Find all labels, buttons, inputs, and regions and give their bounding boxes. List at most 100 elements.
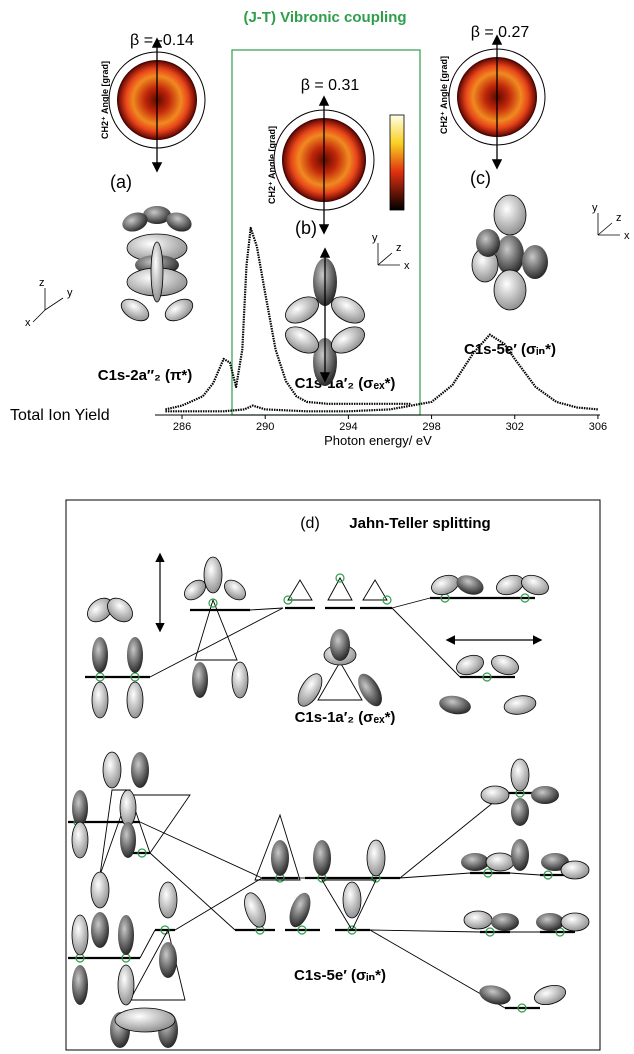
orbital-lobe (493, 269, 527, 311)
orbital-lobe (431, 574, 459, 596)
frame-axis (44, 297, 64, 311)
connector (391, 597, 431, 609)
triangle (327, 577, 353, 601)
frame-label: z (39, 277, 45, 289)
x-tick-label: 290 (256, 421, 274, 433)
orbital-lobe (511, 798, 529, 826)
spectrum-line (165, 226, 411, 411)
orbital-lobe (127, 637, 143, 673)
orbital-lobe (71, 821, 89, 859)
orbital-lobe (531, 786, 559, 804)
node-marker (543, 870, 553, 880)
node-marker (283, 595, 293, 605)
beta: β = 0.31 (301, 77, 360, 94)
transition-label: C1s-2a″₂ (π*) (98, 367, 193, 384)
orbital-lobe (521, 574, 549, 596)
colorbar (389, 114, 405, 211)
y-axis-label: Total Ion Yield (10, 407, 110, 424)
triangle (129, 794, 191, 854)
orbital-lobe (91, 912, 109, 948)
axis-label: CH2⁺ Angle [grad] (267, 126, 277, 204)
node-marker (520, 593, 530, 603)
orbital-lobe (480, 785, 510, 805)
orbital-lobe (192, 662, 208, 698)
orbital-lobe (439, 695, 471, 715)
orbital-lobe (285, 326, 319, 354)
connector (369, 929, 481, 933)
orbital-lobe (511, 839, 529, 871)
spectrum-line (165, 333, 599, 413)
frame-axis (32, 309, 46, 323)
connector (139, 821, 263, 879)
orbital-lobe (224, 579, 246, 601)
node-marker (382, 595, 392, 605)
orbital-lobe (331, 296, 365, 324)
connector (174, 877, 263, 931)
beta: β = -0.14 (130, 32, 194, 49)
orbital-lobe (71, 914, 89, 956)
node-marker (137, 848, 147, 858)
orbital-lobe (150, 241, 164, 303)
orbital-lobe (122, 212, 148, 232)
node-marker (485, 927, 495, 937)
frame-label: y (592, 202, 598, 214)
orbital-lobe (358, 673, 382, 707)
orbital-lobe (496, 235, 524, 275)
orbital-lobe (496, 574, 524, 596)
triangle (317, 661, 363, 701)
orbital-lobe (485, 852, 515, 872)
frame-label: y (67, 287, 73, 299)
orbital-lobe (491, 913, 519, 931)
frame-label: x (25, 317, 31, 329)
frame-label: z (616, 212, 622, 224)
orbital-lobe (118, 915, 134, 955)
orbital-lobe (479, 985, 511, 1005)
frame-label: z (396, 242, 402, 254)
frame-label: y (372, 232, 378, 244)
frame-axis (597, 222, 613, 236)
transition-label: C1s-5e′ (σᵢₙ*) (464, 341, 556, 358)
orbital-lobe (366, 839, 386, 877)
orbital-lobe (244, 892, 266, 928)
x-tick-label: 298 (422, 421, 440, 433)
triangle (321, 879, 377, 931)
axis-label: CH2⁺ Angle [grad] (439, 56, 449, 134)
triangle (99, 789, 131, 876)
orbital-lobe (117, 964, 135, 1006)
diagram-title: Jahn-Teller splitting (349, 515, 490, 532)
node-marker (517, 1003, 527, 1013)
panel-box (65, 499, 601, 1051)
orbital-lobe (533, 984, 567, 1006)
transition-label: C1s-1a′₂ (σₑₓ*) (295, 375, 396, 392)
orbital-lobe (503, 695, 537, 715)
triangle (254, 813, 301, 881)
connector (509, 872, 541, 876)
beta: β = 0.27 (471, 24, 530, 41)
orbital-lobe (313, 840, 331, 876)
orbital-lobe (231, 661, 249, 699)
connector (399, 872, 471, 879)
orbital-lobe (493, 194, 527, 236)
node-marker (347, 925, 357, 935)
orbital-lobe (331, 326, 365, 354)
orbital-lobe (126, 681, 144, 719)
orbital-lobe (463, 910, 493, 930)
orbital-lobe (536, 913, 564, 931)
orbital-lobe (461, 853, 489, 871)
orbital-lobe (107, 597, 133, 623)
orbital-lobe (203, 556, 223, 594)
orbital-lobe (72, 790, 88, 826)
panel-label: (c) (470, 168, 491, 188)
x-tick-label: 302 (506, 421, 524, 433)
node-marker (482, 672, 492, 682)
orbital-lobe (285, 296, 319, 324)
orbital-lobe (491, 654, 519, 676)
orbital-lobe (166, 212, 192, 232)
node-marker (483, 868, 493, 878)
orbital-lobe (90, 871, 110, 909)
connector (391, 607, 461, 678)
figure-title: (J-T) Vibronic coupling (243, 9, 406, 26)
orbital-lobe (159, 942, 177, 978)
orbital-lobe (120, 822, 136, 858)
